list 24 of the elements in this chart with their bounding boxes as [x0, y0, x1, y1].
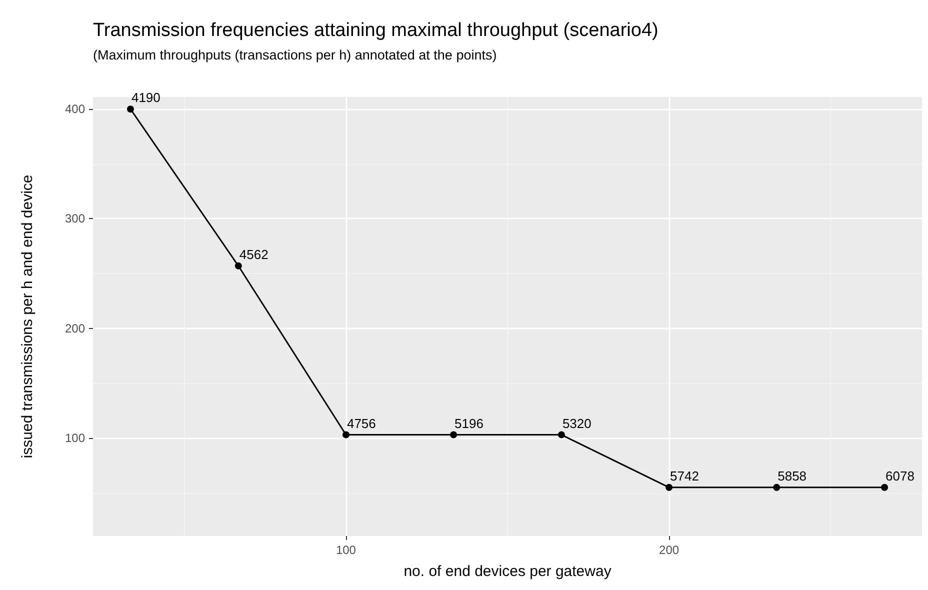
point [881, 484, 888, 491]
annotation: 4190 [131, 90, 160, 106]
point [342, 431, 350, 438]
point [558, 431, 565, 438]
annotation: 5858 [778, 468, 807, 484]
y-tick-label: 300 [64, 212, 86, 226]
chart-title: Transmission frequencies attaining maximal throughput (scenario4) [93, 20, 658, 41]
y-tick-label: 100 [64, 431, 86, 446]
y-tick-label: 400 [64, 102, 86, 116]
annotation: 4562 [239, 246, 268, 262]
point [450, 431, 458, 438]
point [773, 484, 780, 491]
annotation: 4756 [346, 416, 376, 431]
chart-subtitle: (Maximum throughputs (transactions per h) annotated at the points) [93, 48, 497, 62]
annotation: 5320 [562, 416, 592, 431]
annotation: 5196 [454, 416, 484, 431]
y-axis-title: issued transmissions per h and end device [19, 174, 36, 458]
point [666, 484, 673, 491]
point [234, 262, 242, 270]
y-tick-label: 200 [64, 321, 86, 336]
point [126, 106, 134, 113]
annotation: 5742 [670, 468, 699, 484]
x-axis-title: no. of end devices per gateway [404, 563, 612, 580]
annotation: 6078 [886, 468, 914, 484]
